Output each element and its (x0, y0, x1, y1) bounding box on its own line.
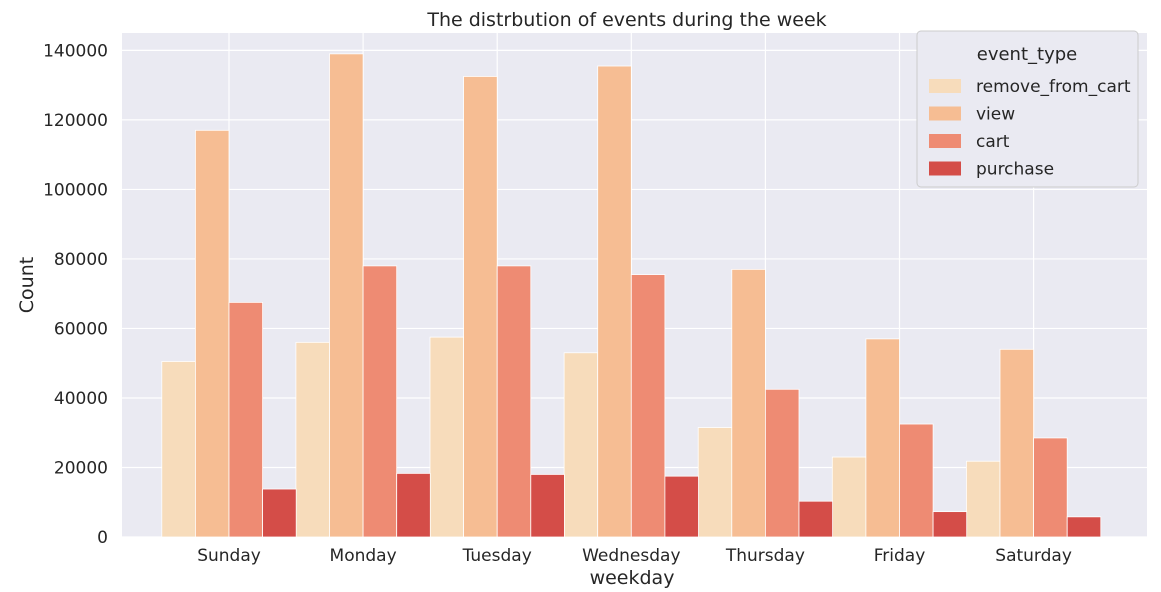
bar-view-saturday (999, 348, 1034, 538)
bar-cart-friday (899, 423, 934, 538)
bar-cart-sunday (228, 301, 263, 538)
bar-purchase-sunday (262, 488, 297, 538)
x-tick-label: Tuesday (462, 546, 532, 566)
bar-purchase-wednesday (664, 475, 699, 538)
bar-remove-from-cart-sunday (161, 361, 196, 538)
bar-purchase-saturday (1066, 516, 1102, 538)
bar-cart-thursday (765, 388, 800, 538)
y-tick-label: 80000 (54, 250, 108, 270)
y-tick-label: 120000 (43, 111, 108, 131)
bar-purchase-monday (396, 472, 431, 538)
bar-remove-from-cart-thursday (697, 427, 733, 538)
bar-cart-monday (362, 265, 398, 538)
legend-label: view (976, 105, 1015, 125)
bar-cart-tuesday (496, 265, 532, 538)
chart-title: The distrbution of events during the wee… (426, 9, 826, 31)
x-tick-label: Friday (874, 546, 926, 566)
legend-swatch (929, 161, 961, 176)
legend-swatch (929, 106, 961, 121)
bar-purchase-friday (932, 511, 968, 538)
y-tick-label: 20000 (54, 458, 108, 478)
x-tick-label: Monday (330, 546, 397, 566)
y-axis-title: Count (16, 257, 38, 313)
y-tick-label: 60000 (54, 319, 108, 339)
y-tick-label: 0 (97, 528, 108, 548)
y-tick-label: 100000 (43, 180, 108, 200)
bar-view-sunday (194, 129, 230, 538)
legend-title: event_type (977, 44, 1077, 65)
legend-swatch (929, 79, 961, 93)
x-tick-label: Saturday (995, 546, 1072, 566)
bar-cart-wednesday (630, 274, 666, 538)
x-tick-labels: Sunday Monday Tuesday Wednesday Thursday Frid… (197, 546, 1072, 566)
bar-purchase-tuesday (530, 474, 565, 538)
bar-remove-from-cart-saturday (966, 460, 1001, 538)
bar-purchase-thursday (798, 500, 833, 538)
bar-remove-from-cart-monday (295, 341, 330, 538)
y-tick-labels: 0 20000 40000 60000 80000 100000 120000 140000 (43, 41, 108, 548)
legend-swatch (929, 134, 961, 148)
legend-box (916, 30, 1139, 188)
x-axis-title: weekday (590, 567, 675, 589)
legend-label: purchase (976, 160, 1054, 180)
x-tick-label: Thursday (725, 546, 805, 566)
bar-view-tuesday (463, 76, 498, 538)
y-tick-label: 40000 (54, 389, 108, 409)
bar-view-thursday (731, 268, 766, 538)
bar-remove-from-cart-wednesday (563, 352, 599, 538)
bar-view-wednesday (597, 65, 632, 538)
bars (161, 53, 1102, 538)
legend-label: remove_from_cart (976, 77, 1131, 97)
bar-remove-from-cart-tuesday (429, 336, 464, 538)
bar-cart-saturday (1033, 437, 1068, 538)
x-tick-label: Sunday (197, 546, 261, 566)
bar-remove-from-cart-friday (831, 456, 867, 538)
bar-view-monday (329, 53, 364, 538)
legend-label: cart (976, 132, 1010, 152)
y-tick-label: 140000 (43, 41, 108, 61)
bar-view-friday (865, 338, 900, 538)
x-tick-label: Wednesday (582, 546, 680, 566)
